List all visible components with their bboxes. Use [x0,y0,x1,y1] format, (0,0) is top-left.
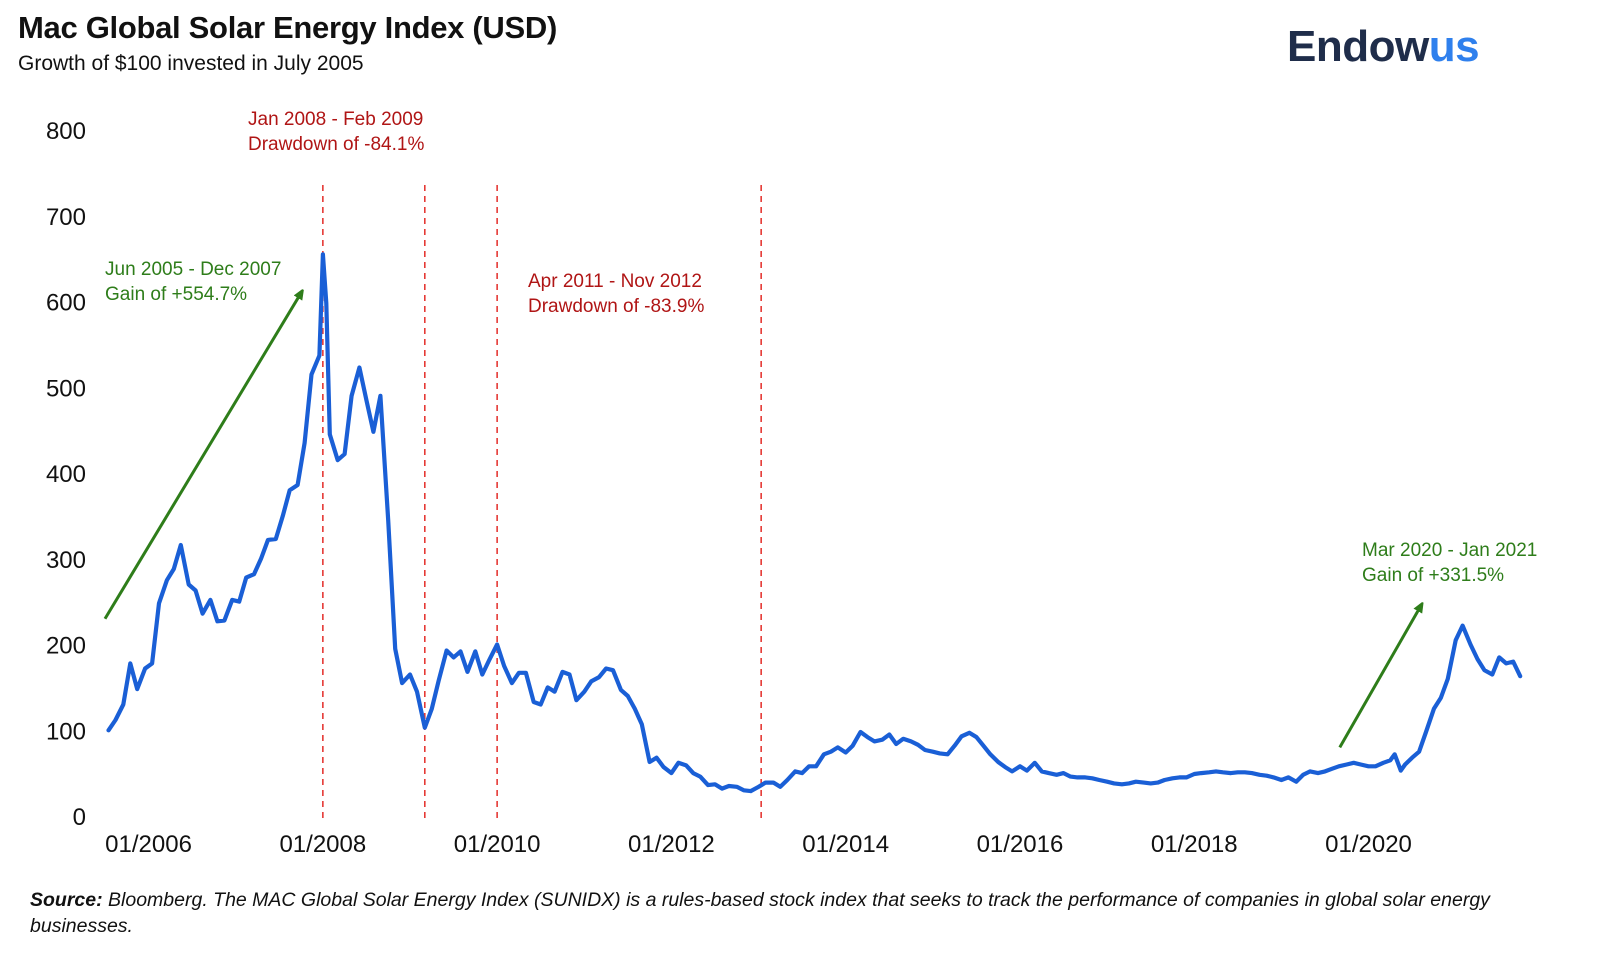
annotation-text: Drawdown of -84.1% [248,134,424,155]
y-tick-label: 800 [46,118,86,145]
annotation-text: Jun 2005 - Dec 2007 [105,259,281,280]
y-tick-label: 400 [46,461,86,488]
annotation-text: Drawdown of -83.9% [528,296,704,317]
annotation-text: Mar 2020 - Jan 2021 [1362,540,1537,561]
source-text: Bloomberg. The MAC Global Solar Energy I… [30,889,1490,937]
x-axis: 01/2006 01/2008 01/2010 01/2012 01/2014 01/20… [105,831,1412,858]
y-tick-label: 600 [46,290,86,317]
x-tick-label: 01/2008 [279,831,366,858]
logo-part-1: Endow [1287,22,1429,71]
x-tick-label: 01/2006 [105,831,192,858]
series-line [106,252,1523,794]
annotation-text: Gain of +554.7% [105,284,247,305]
endowus-logo: Endowus [1287,22,1480,72]
source-label: Source: [30,889,103,911]
y-tick-label: 0 [73,804,86,831]
y-tick-label: 500 [46,375,86,402]
gain-arrow [103,293,301,620]
x-tick-label: 01/2012 [628,831,715,858]
x-tick-label: 01/2020 [1325,831,1412,858]
y-axis: 0 100 200 300 400 500 600 700 800 [46,118,86,831]
chart-title: Mac Global Solar Energy Index (USD) [18,10,558,45]
gain-arrow [1338,606,1421,749]
x-tick-label: 01/2014 [802,831,889,858]
annotation-text: Jan 2008 - Feb 2009 [248,109,423,130]
logo-part-2: us [1428,22,1480,71]
y-tick-label: 700 [46,204,86,231]
annotation-text: Gain of +331.5% [1362,565,1504,586]
source-footnote: Source: Bloomberg. The MAC Global Solar … [30,887,1570,939]
line-chart: 0 100 200 300 400 500 600 700 800 01/2006 01/2008… [46,109,1537,858]
y-tick-label: 300 [46,547,86,574]
series-group [106,252,1523,794]
annotations: Jan 2008 - Feb 2009 Drawdown of -84.1% Apr… [105,109,1537,586]
chart-subtitle: Growth of $100 invested in July 2005 [18,52,364,75]
y-tick-label: 100 [46,718,86,745]
x-tick-label: 01/2016 [977,831,1064,858]
gain-arrows [103,293,1421,749]
x-tick-label: 01/2010 [454,831,541,858]
y-tick-label: 200 [46,633,86,660]
annotation-text: Apr 2011 - Nov 2012 [528,271,702,292]
drawdown-lines [322,185,762,822]
x-tick-label: 01/2018 [1151,831,1238,858]
